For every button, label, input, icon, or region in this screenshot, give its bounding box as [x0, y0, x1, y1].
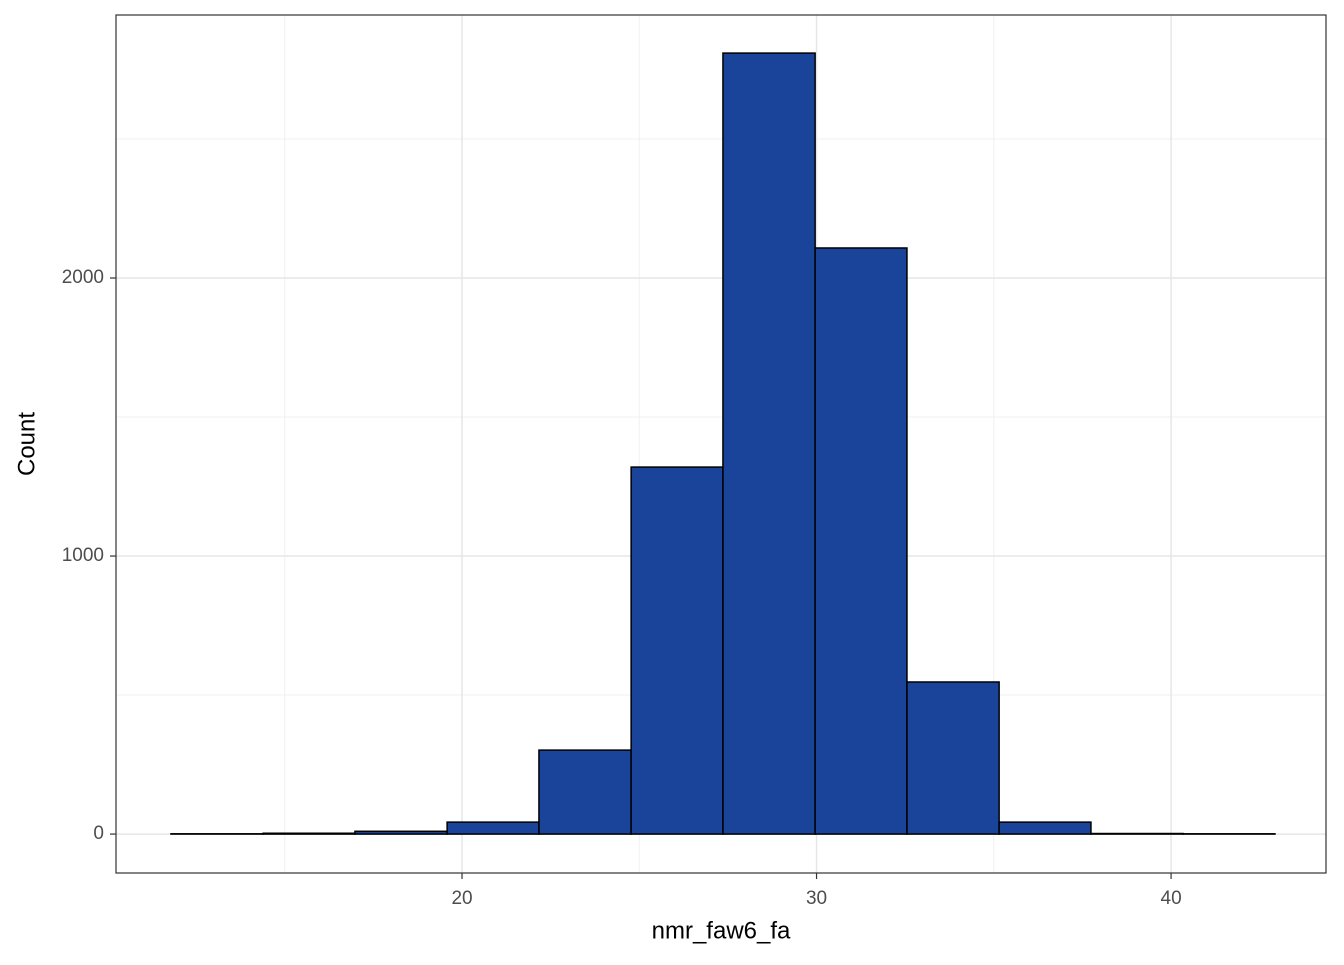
x-tick-label: 40 — [1161, 888, 1182, 909]
bar — [723, 53, 815, 834]
y-tick-label: 0 — [93, 823, 104, 844]
y-tick-label: 1000 — [62, 545, 104, 566]
bar — [539, 750, 631, 834]
bar — [447, 822, 539, 834]
x-tick-label: 30 — [806, 888, 827, 909]
y-tick-label: 2000 — [62, 267, 104, 288]
bar — [815, 248, 907, 834]
bar — [355, 831, 447, 834]
bar — [999, 822, 1091, 834]
bar — [1091, 834, 1183, 835]
x-axis-title: nmr_faw6_fa — [652, 917, 791, 944]
bar — [907, 682, 999, 834]
y-axis-title: Count — [13, 412, 40, 476]
bar — [631, 467, 723, 834]
x-tick-label: 20 — [451, 888, 472, 909]
bar — [263, 833, 355, 834]
